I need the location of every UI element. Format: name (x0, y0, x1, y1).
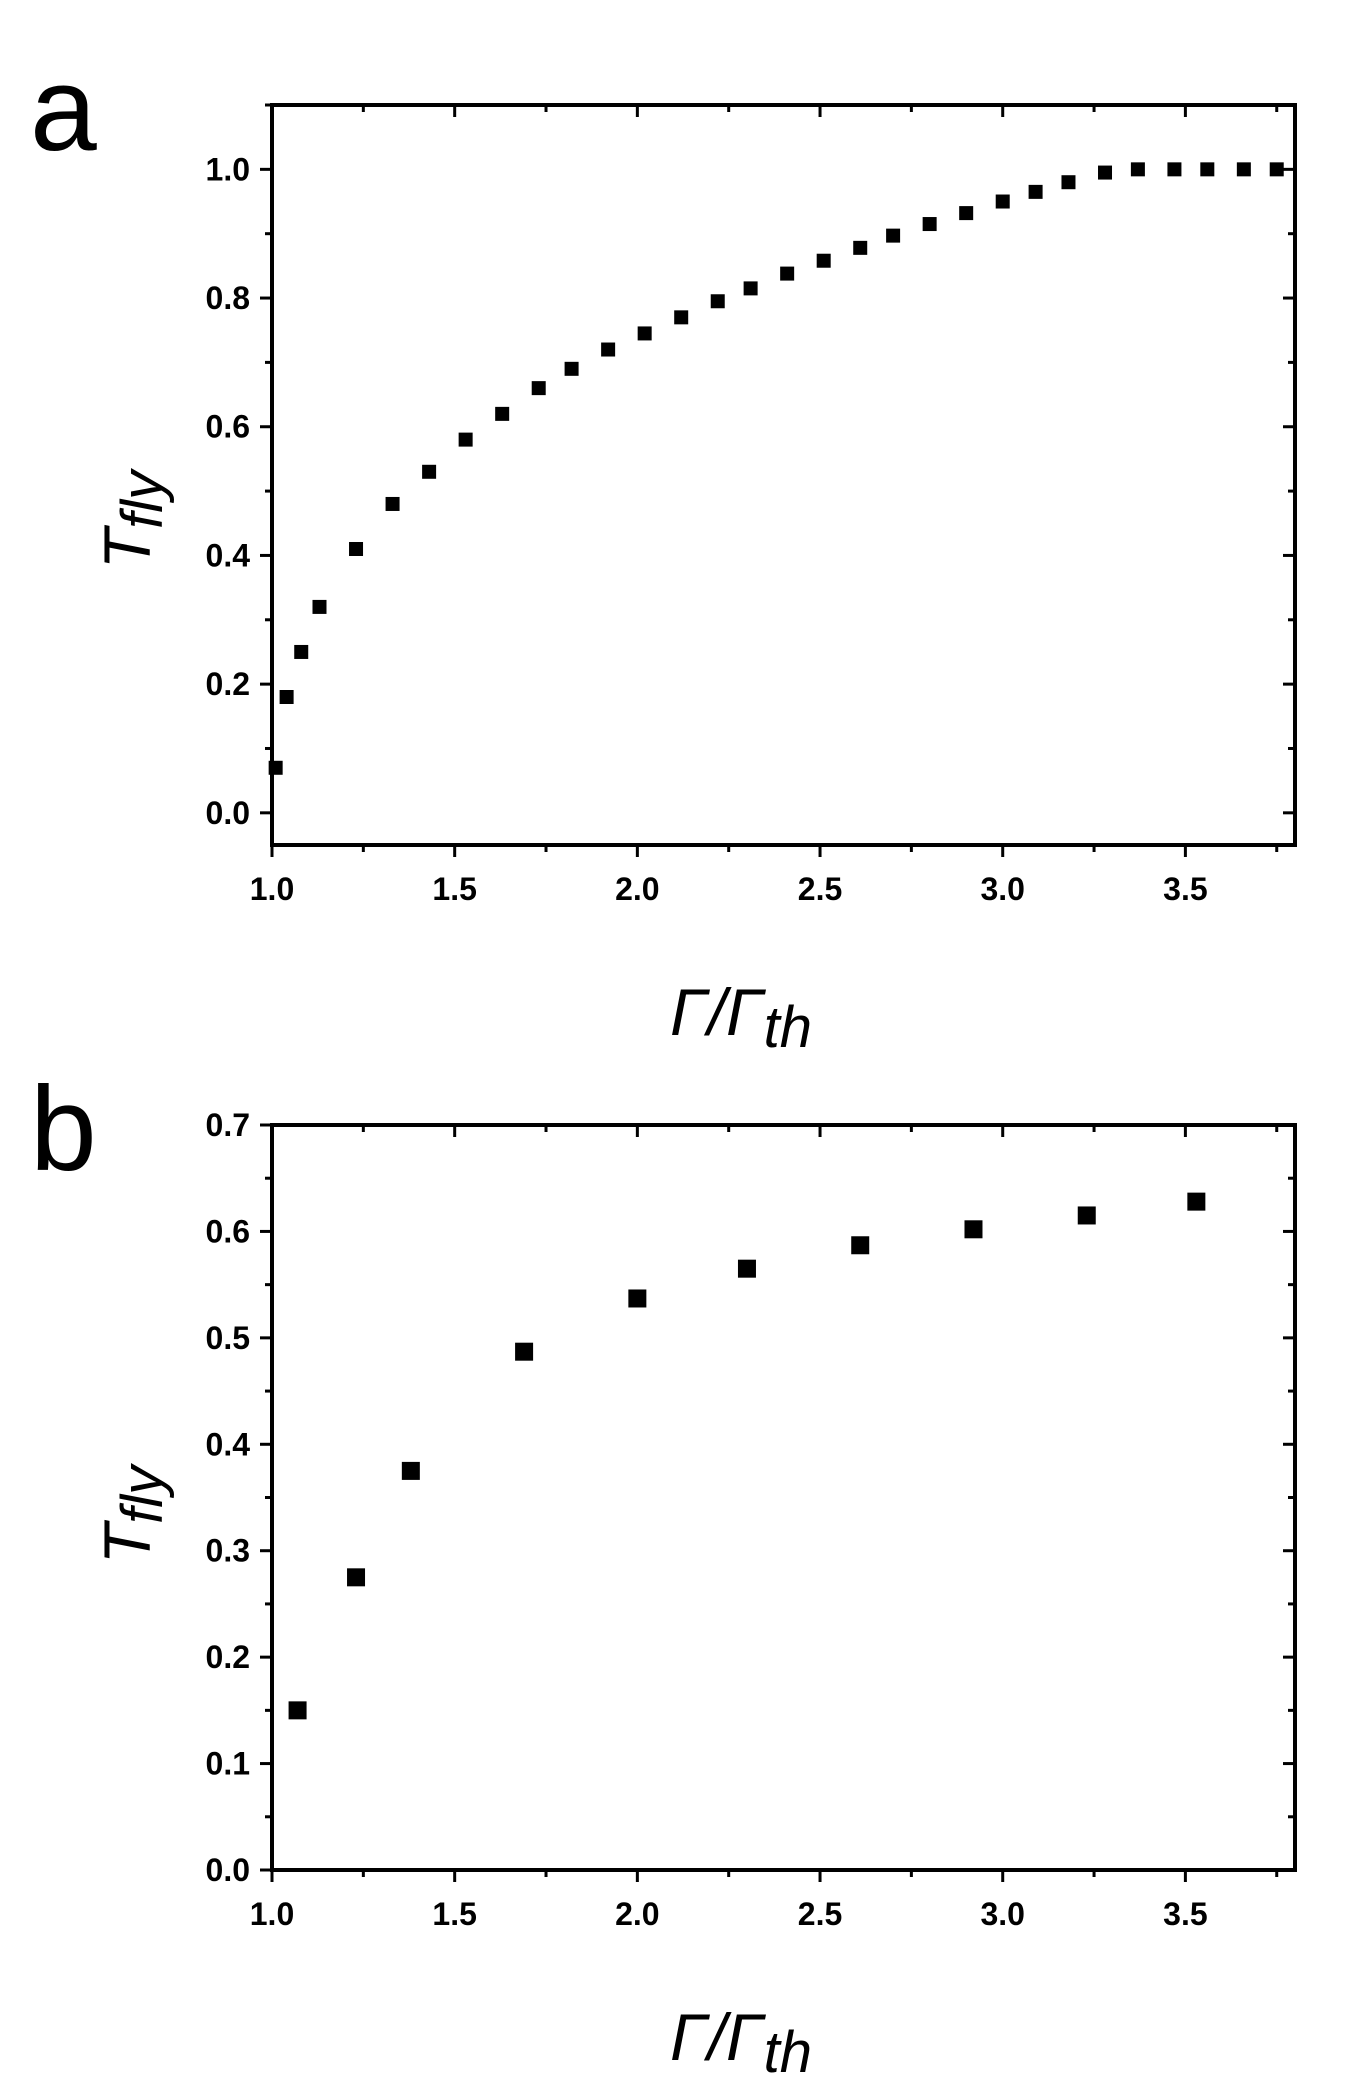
data-point (401, 1461, 420, 1480)
y-tick-label: 0.1 (206, 1746, 250, 1782)
x-axis-title: Γ/Γth (670, 975, 812, 1060)
data-point (495, 406, 510, 421)
data-point (710, 294, 725, 309)
data-point (886, 228, 901, 243)
y-tick-label: 0.5 (206, 1320, 250, 1356)
data-point (1236, 162, 1251, 177)
data-point (851, 1236, 870, 1255)
x-tick-label: 2.5 (798, 871, 842, 907)
data-point (1077, 1206, 1096, 1225)
y-axis-title-sub: fly (110, 1463, 175, 1524)
data-point (288, 1701, 307, 1720)
x-tick-label: 1.5 (432, 1896, 476, 1932)
data-point (279, 690, 294, 704)
plot-frame (270, 103, 1297, 847)
data-point (743, 281, 758, 296)
data-point (422, 464, 437, 479)
x-tick-label: 3.5 (1163, 871, 1207, 907)
x-tick-label: 3.0 (980, 1896, 1024, 1932)
plot-frame (270, 1123, 1297, 1872)
data-point (853, 240, 868, 255)
data-point (312, 599, 327, 614)
data-point (816, 253, 831, 268)
data-point (1269, 162, 1284, 177)
data-point (515, 1342, 534, 1361)
data-point (780, 266, 795, 281)
data-points (288, 1192, 1206, 1720)
x-tick-label: 2.0 (615, 1896, 659, 1932)
data-point (458, 432, 473, 447)
panel-letter: a (30, 42, 97, 176)
data-points (268, 162, 1284, 775)
data-point (737, 1259, 756, 1278)
data-point (1028, 184, 1043, 199)
data-point (385, 496, 400, 511)
panel-b: b 1.0 1.5 2.0 2.5 3.0 3.5 0.0 0.1 0.2 0.3 0.4 0.5 0.… (30, 1062, 1297, 2085)
panel-letter: b (30, 1062, 97, 1196)
y-tick-label: 0.4 (206, 1426, 251, 1462)
data-point (628, 1289, 647, 1308)
y-tick-label: 0.4 (206, 537, 251, 573)
data-point (1061, 175, 1076, 190)
data-point (922, 217, 937, 232)
x-axis-title-sub: th (764, 2020, 812, 2085)
y-tick-label: 0.6 (206, 1213, 250, 1249)
y-tick-label: 0.2 (206, 666, 250, 702)
y-axis-title-main: T (90, 1519, 164, 1564)
data-point (564, 361, 579, 376)
data-point (1200, 162, 1215, 177)
y-tick-label: 0.0 (206, 1852, 250, 1888)
data-point (1130, 162, 1145, 177)
y-axis-title: Tfly (90, 468, 175, 569)
panel-a: a 1.0 1.5 2.0 2.5 3.0 3.5 0.0 0.2 0.4 0.6 0.8 1.0 Γ… (30, 42, 1297, 1060)
data-point (601, 342, 616, 357)
data-point (674, 310, 689, 325)
x-axis-title-main: Γ/Γ (670, 975, 766, 1049)
x-tick-label: 3.0 (980, 871, 1024, 907)
x-axis-title-main: Γ/Γ (670, 2000, 766, 2074)
x-tick-label: 1.5 (432, 871, 476, 907)
x-axis-title-sub: th (764, 995, 812, 1060)
y-tick-label: 0.8 (206, 280, 250, 316)
data-point (1098, 165, 1113, 180)
x-tick-label: 2.0 (615, 871, 659, 907)
data-point (959, 206, 974, 221)
data-point (347, 1568, 366, 1587)
y-axis-title-main: T (90, 524, 164, 569)
y-tick-label: 1.0 (206, 151, 250, 187)
ticks: 1.0 1.5 2.0 2.5 3.0 3.5 0.0 0.1 0.2 0.3 0.4 0.5 0.6 0… (206, 1107, 1295, 1932)
data-point (1187, 1192, 1206, 1211)
data-point (1167, 162, 1182, 177)
y-axis-title-sub: fly (110, 468, 175, 529)
x-axis-title: Γ/Γth (670, 2000, 812, 2085)
x-tick-label: 1.0 (250, 871, 294, 907)
data-point (294, 644, 309, 659)
y-tick-label: 0.7 (206, 1107, 250, 1143)
y-tick-label: 0.6 (206, 409, 250, 445)
data-point (995, 194, 1010, 209)
data-point (349, 542, 364, 556)
data-point (531, 381, 546, 396)
x-tick-label: 2.5 (798, 1896, 842, 1932)
y-tick-label: 0.2 (206, 1639, 250, 1675)
ticks: 1.0 1.5 2.0 2.5 3.0 3.5 0.0 0.2 0.4 0.6 0.8 1.0 (206, 103, 1295, 907)
y-axis-title: Tfly (90, 1463, 175, 1564)
y-tick-label: 0.0 (206, 795, 250, 831)
x-tick-label: 3.5 (1163, 1896, 1207, 1932)
data-point (964, 1220, 983, 1239)
y-tick-label: 0.3 (206, 1533, 250, 1569)
x-tick-label: 1.0 (250, 1896, 294, 1932)
data-point (637, 326, 652, 341)
